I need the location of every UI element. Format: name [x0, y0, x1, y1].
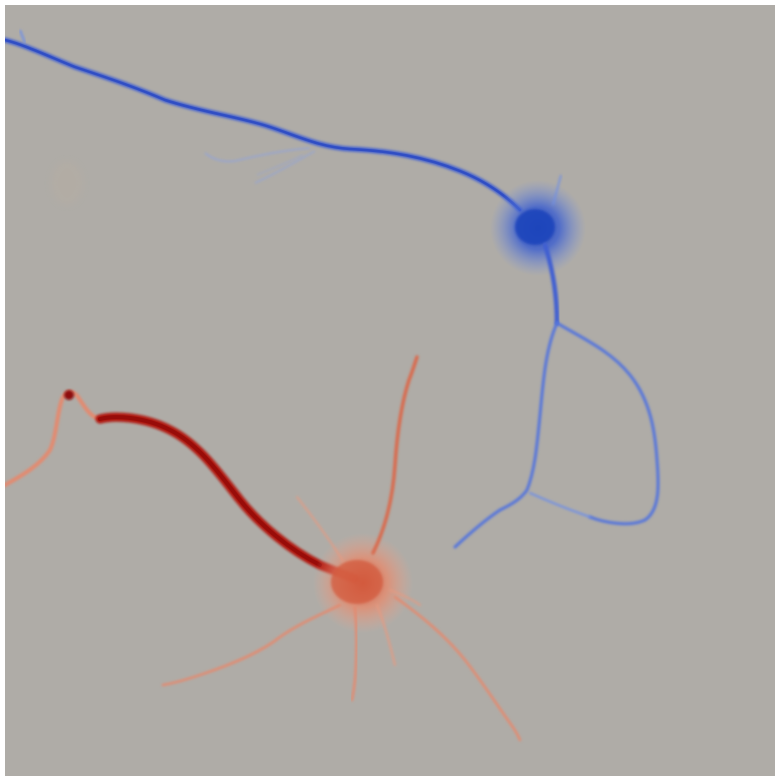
blue-neuron-tip [19, 29, 26, 44]
blue-neuron-dendrite-bridge [529, 492, 591, 518]
red-neuron [5, 355, 522, 742]
blue-neuron-branch-lower [254, 150, 316, 184]
red-neuron-dendrite-down-2 [376, 604, 396, 666]
red-neuron-dendrite-left [161, 603, 342, 687]
red-neuron-dendrite-upper-left [296, 496, 344, 562]
red-neuron-knot [64, 390, 74, 400]
background-artifact [51, 161, 83, 205]
background [5, 5, 775, 776]
blue-neuron-dendrite-main [542, 242, 560, 326]
red-neuron-soma [331, 560, 383, 604]
render-canvas [5, 5, 775, 776]
red-neuron-dendrite-down-1 [350, 605, 358, 702]
blue-neuron-dendrite-right [555, 321, 660, 526]
neuron-scene [5, 5, 775, 776]
blue-neuron-soma [515, 209, 555, 245]
red-neuron-axon-start [5, 390, 102, 487]
blue-neuron-dendrite-left [453, 321, 559, 549]
blue-neuron-branch-upper [204, 147, 311, 163]
red-neuron-dendrite-up [371, 355, 419, 555]
blue-neuron [5, 29, 660, 549]
red-neuron-dendrite-right [393, 595, 522, 742]
